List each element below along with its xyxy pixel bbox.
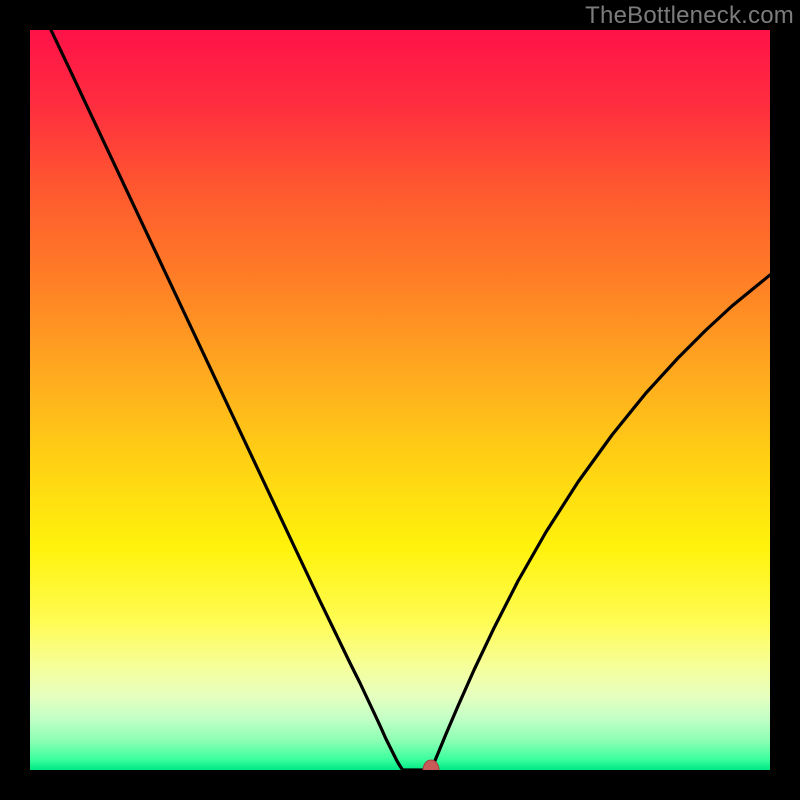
- gradient-background: [30, 30, 770, 770]
- bottleneck-curve-chart: [30, 30, 770, 770]
- plot-area: [30, 30, 770, 770]
- watermark-text: TheBottleneck.com: [585, 2, 794, 30]
- figure-frame: TheBottleneck.com: [0, 0, 800, 800]
